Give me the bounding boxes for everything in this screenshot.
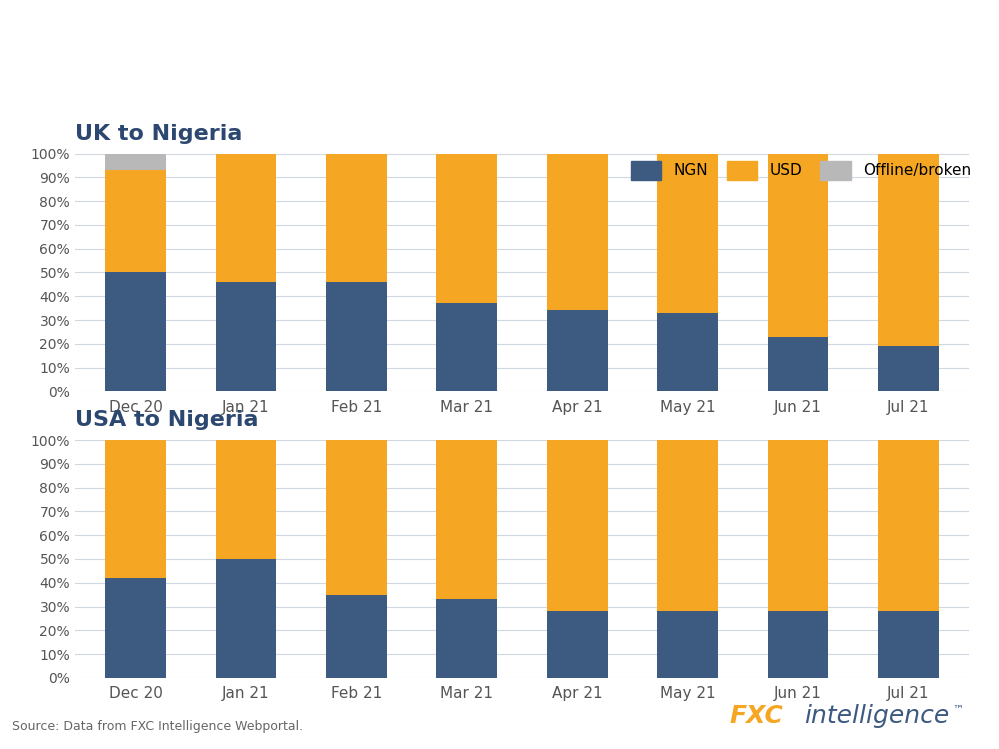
Bar bbox=[326, 282, 387, 391]
Bar bbox=[767, 336, 828, 391]
Text: FXC: FXC bbox=[729, 704, 783, 728]
Text: Share of payment companies supporting USD vs. NGN for sending to Nigeria: Share of payment companies supporting US… bbox=[12, 91, 681, 109]
Bar bbox=[878, 346, 939, 391]
Bar bbox=[105, 170, 166, 273]
Bar bbox=[767, 440, 828, 611]
Bar bbox=[767, 611, 828, 678]
Bar bbox=[437, 303, 498, 391]
Bar bbox=[546, 311, 607, 391]
Bar bbox=[878, 611, 939, 678]
Bar bbox=[767, 154, 828, 336]
Bar bbox=[657, 611, 718, 678]
Bar bbox=[216, 440, 277, 559]
Text: USA to Nigeria: USA to Nigeria bbox=[75, 410, 259, 430]
Bar bbox=[105, 578, 166, 678]
Bar bbox=[326, 440, 387, 595]
Bar bbox=[216, 559, 277, 678]
Bar bbox=[878, 440, 939, 611]
Bar bbox=[546, 611, 607, 678]
Text: UK to Nigeria: UK to Nigeria bbox=[75, 124, 243, 144]
Text: Nigeria sees NGN remittance payouts continue to decline: Nigeria sees NGN remittance payouts cont… bbox=[12, 32, 866, 58]
Bar bbox=[657, 154, 718, 313]
Bar bbox=[216, 282, 277, 391]
Bar bbox=[105, 154, 166, 170]
Bar bbox=[437, 154, 498, 303]
Legend: NGN, USD, Offline/broken: NGN, USD, Offline/broken bbox=[631, 161, 971, 180]
Bar bbox=[216, 154, 277, 282]
Bar bbox=[105, 273, 166, 391]
Bar bbox=[878, 154, 939, 346]
Bar bbox=[657, 313, 718, 391]
Bar bbox=[546, 154, 607, 311]
Text: Source: Data from FXC Intelligence Webportal.: Source: Data from FXC Intelligence Webpo… bbox=[12, 720, 303, 733]
Bar bbox=[546, 440, 607, 611]
Bar bbox=[437, 599, 498, 678]
Text: intelligence: intelligence bbox=[804, 704, 949, 728]
Bar bbox=[437, 440, 498, 599]
Text: ™: ™ bbox=[952, 705, 963, 715]
Bar bbox=[657, 440, 718, 611]
Bar bbox=[326, 154, 387, 282]
Bar bbox=[105, 440, 166, 578]
Bar bbox=[326, 595, 387, 678]
